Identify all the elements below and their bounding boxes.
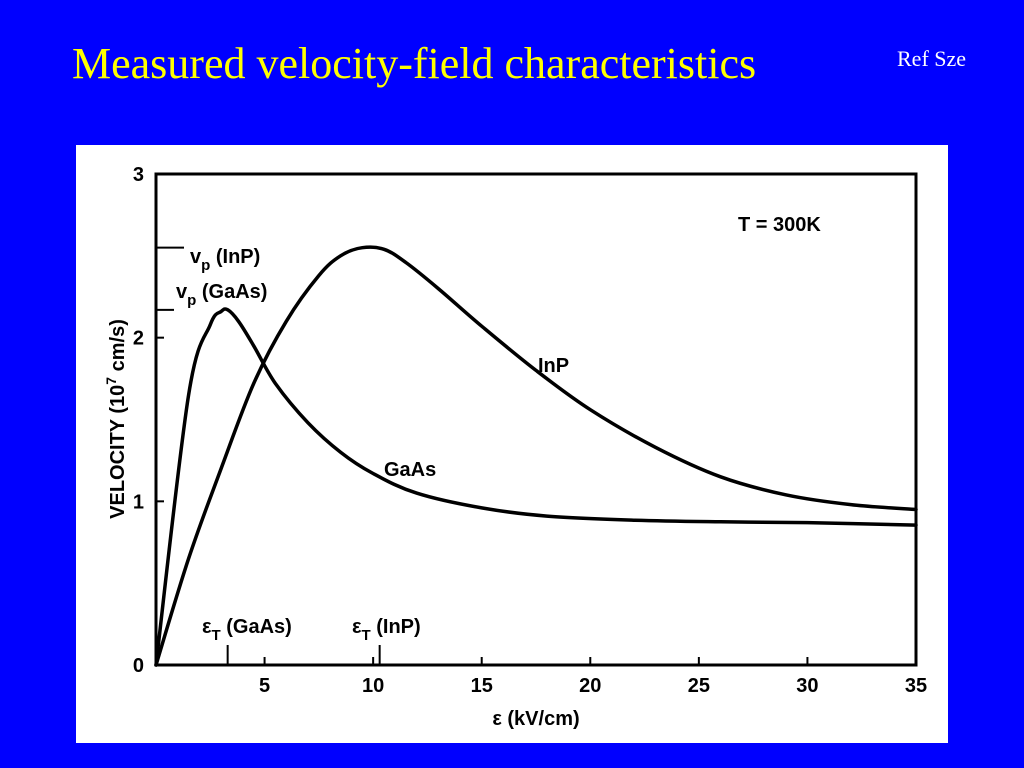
et-inp-label: εT (InP) — [352, 616, 421, 644]
temperature-label: T = 300K — [738, 214, 821, 236]
y-tick-label: 0 — [133, 655, 144, 677]
slide-title: Measured velocity-field characteristics — [72, 39, 757, 88]
x-axis-ticks: 5 10 15 20 25 30 35 — [259, 657, 927, 697]
y-axis-title: VELOCITY (107 cm/s) — [103, 319, 129, 519]
x-tick-label: 25 — [688, 675, 710, 697]
y-axis-ticks: 0 1 2 3 — [133, 164, 164, 677]
x-tick-label: 5 — [259, 675, 270, 697]
x-tick-label: 20 — [579, 675, 601, 697]
vp-inp-label: vp (InP) — [190, 246, 260, 274]
y-tick-label: 2 — [133, 328, 144, 350]
series-line-gaas — [154, 307, 918, 667]
velocity-field-chart: 5 10 15 20 25 30 35 0 1 2 3 T = 300K InP GaAs vp … — [103, 164, 927, 730]
y-tick-label: 1 — [133, 491, 144, 513]
x-axis-title: ε (kV/cm) — [492, 708, 579, 730]
series-label-inp: InP — [538, 355, 569, 377]
plot-frame — [154, 172, 918, 667]
x-tick-label: 15 — [471, 675, 493, 697]
series-line-inp — [154, 245, 918, 667]
x-tick-label: 10 — [362, 675, 384, 697]
vp-gaas-label: vp (GaAs) — [176, 281, 267, 309]
series-label-gaas: GaAs — [384, 459, 436, 481]
reference-label: Ref Sze — [897, 46, 967, 71]
chart-panel: 5 10 15 20 25 30 35 0 1 2 3 T = 300K InP GaAs vp … — [76, 145, 948, 743]
et-gaas-label: εT (GaAs) — [202, 616, 292, 644]
x-tick-label: 30 — [796, 675, 818, 697]
y-tick-label: 3 — [133, 164, 144, 186]
x-tick-label: 35 — [905, 675, 927, 697]
